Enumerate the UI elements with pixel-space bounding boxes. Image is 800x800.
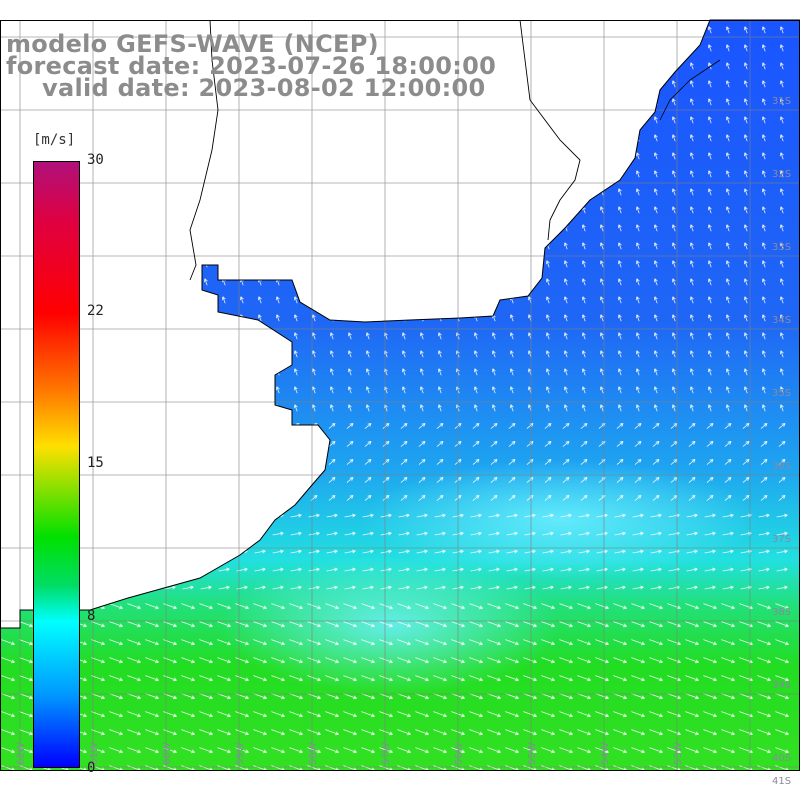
- legend-tick-22: 22: [87, 303, 104, 319]
- lon-label: 58W: [308, 742, 319, 765]
- lat-label: 38S: [772, 607, 791, 618]
- lon-label: 55W: [527, 742, 538, 765]
- valid-date: valid date: 2023-08-02 12:00:00: [42, 74, 486, 102]
- lat-label: 37S: [772, 534, 791, 545]
- lat-label: 41S: [772, 776, 791, 787]
- lon-label: 61W: [89, 742, 100, 765]
- lat-lon-grid: [0, 20, 800, 770]
- lat-label: 32S: [772, 169, 791, 180]
- legend-tick-8: 8: [87, 608, 96, 624]
- lat-label: 40S: [772, 753, 791, 764]
- coastline: [0, 19, 800, 770]
- lat-label: 39S: [772, 680, 791, 691]
- forecast-date: forecast date: 2023-07-26 18:00:00: [6, 52, 497, 80]
- colorbar: [33, 161, 80, 768]
- legend-tick-0: 0: [87, 760, 96, 776]
- lon-label: 54W: [600, 742, 611, 765]
- lon-label: 57W: [381, 742, 392, 765]
- legend-tick-15: 15: [87, 455, 104, 471]
- lat-label: 33S: [772, 242, 791, 253]
- river-border-west: [189, 19, 219, 281]
- lon-label: 59W: [235, 742, 246, 765]
- lat-label: 35S: [772, 388, 791, 399]
- river-border-east: [519, 19, 581, 241]
- lat-label: 36S: [772, 461, 791, 472]
- lat-label: 34S: [772, 315, 791, 326]
- cyan-wave-area: [220, 460, 760, 695]
- legend-tick-30: 30: [87, 152, 104, 168]
- sea-field: [0, 20, 800, 770]
- lon-label: 62W: [16, 742, 27, 765]
- lon-label: 60W: [162, 742, 173, 765]
- lon-label: 56W: [454, 742, 465, 765]
- lon-label: 53W: [673, 742, 684, 765]
- legend-unit: [m/s]: [33, 132, 76, 148]
- model-title: modelo GEFS-WAVE (NCEP): [6, 30, 379, 58]
- lagoon-outline: [659, 59, 721, 121]
- lat-label: 31S: [772, 96, 791, 107]
